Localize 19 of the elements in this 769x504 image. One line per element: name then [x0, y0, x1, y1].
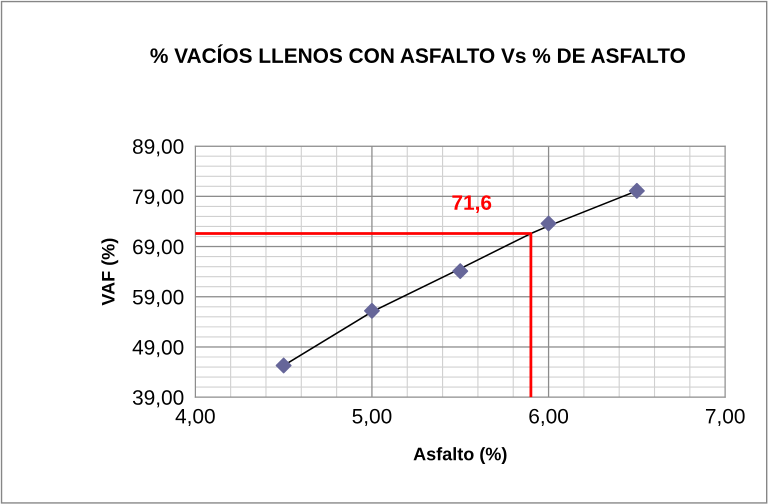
y-axis-title: VAF (%) [101, 238, 118, 306]
point [452, 263, 468, 280]
point [540, 215, 557, 232]
x-tick-label: 6,00 [529, 408, 568, 426]
point [364, 302, 380, 319]
annotation: 71,6 [452, 195, 492, 213]
x-axis-title: Asfalto (%) [414, 447, 506, 464]
y-tick-label: 69,00 [133, 240, 184, 257]
x-tick-label: 7,00 [706, 408, 745, 426]
y-tick-label: 49,00 [132, 340, 184, 358]
y-tick-label: 89,00 [132, 139, 184, 156]
point [276, 358, 292, 374]
y-tick-label: 39,00 [132, 390, 184, 408]
y-tick-label: 79,00 [133, 189, 184, 207]
point [628, 182, 645, 199]
chart-title: % VACÍOS LLENOS CON ASFALTO Vs % DE ASFALTO [150, 44, 685, 64]
x-tick-label: 4,00 [176, 408, 215, 426]
y-tick-label: 59,00 [132, 290, 184, 307]
x-tick-label: 5,00 [352, 408, 392, 426]
